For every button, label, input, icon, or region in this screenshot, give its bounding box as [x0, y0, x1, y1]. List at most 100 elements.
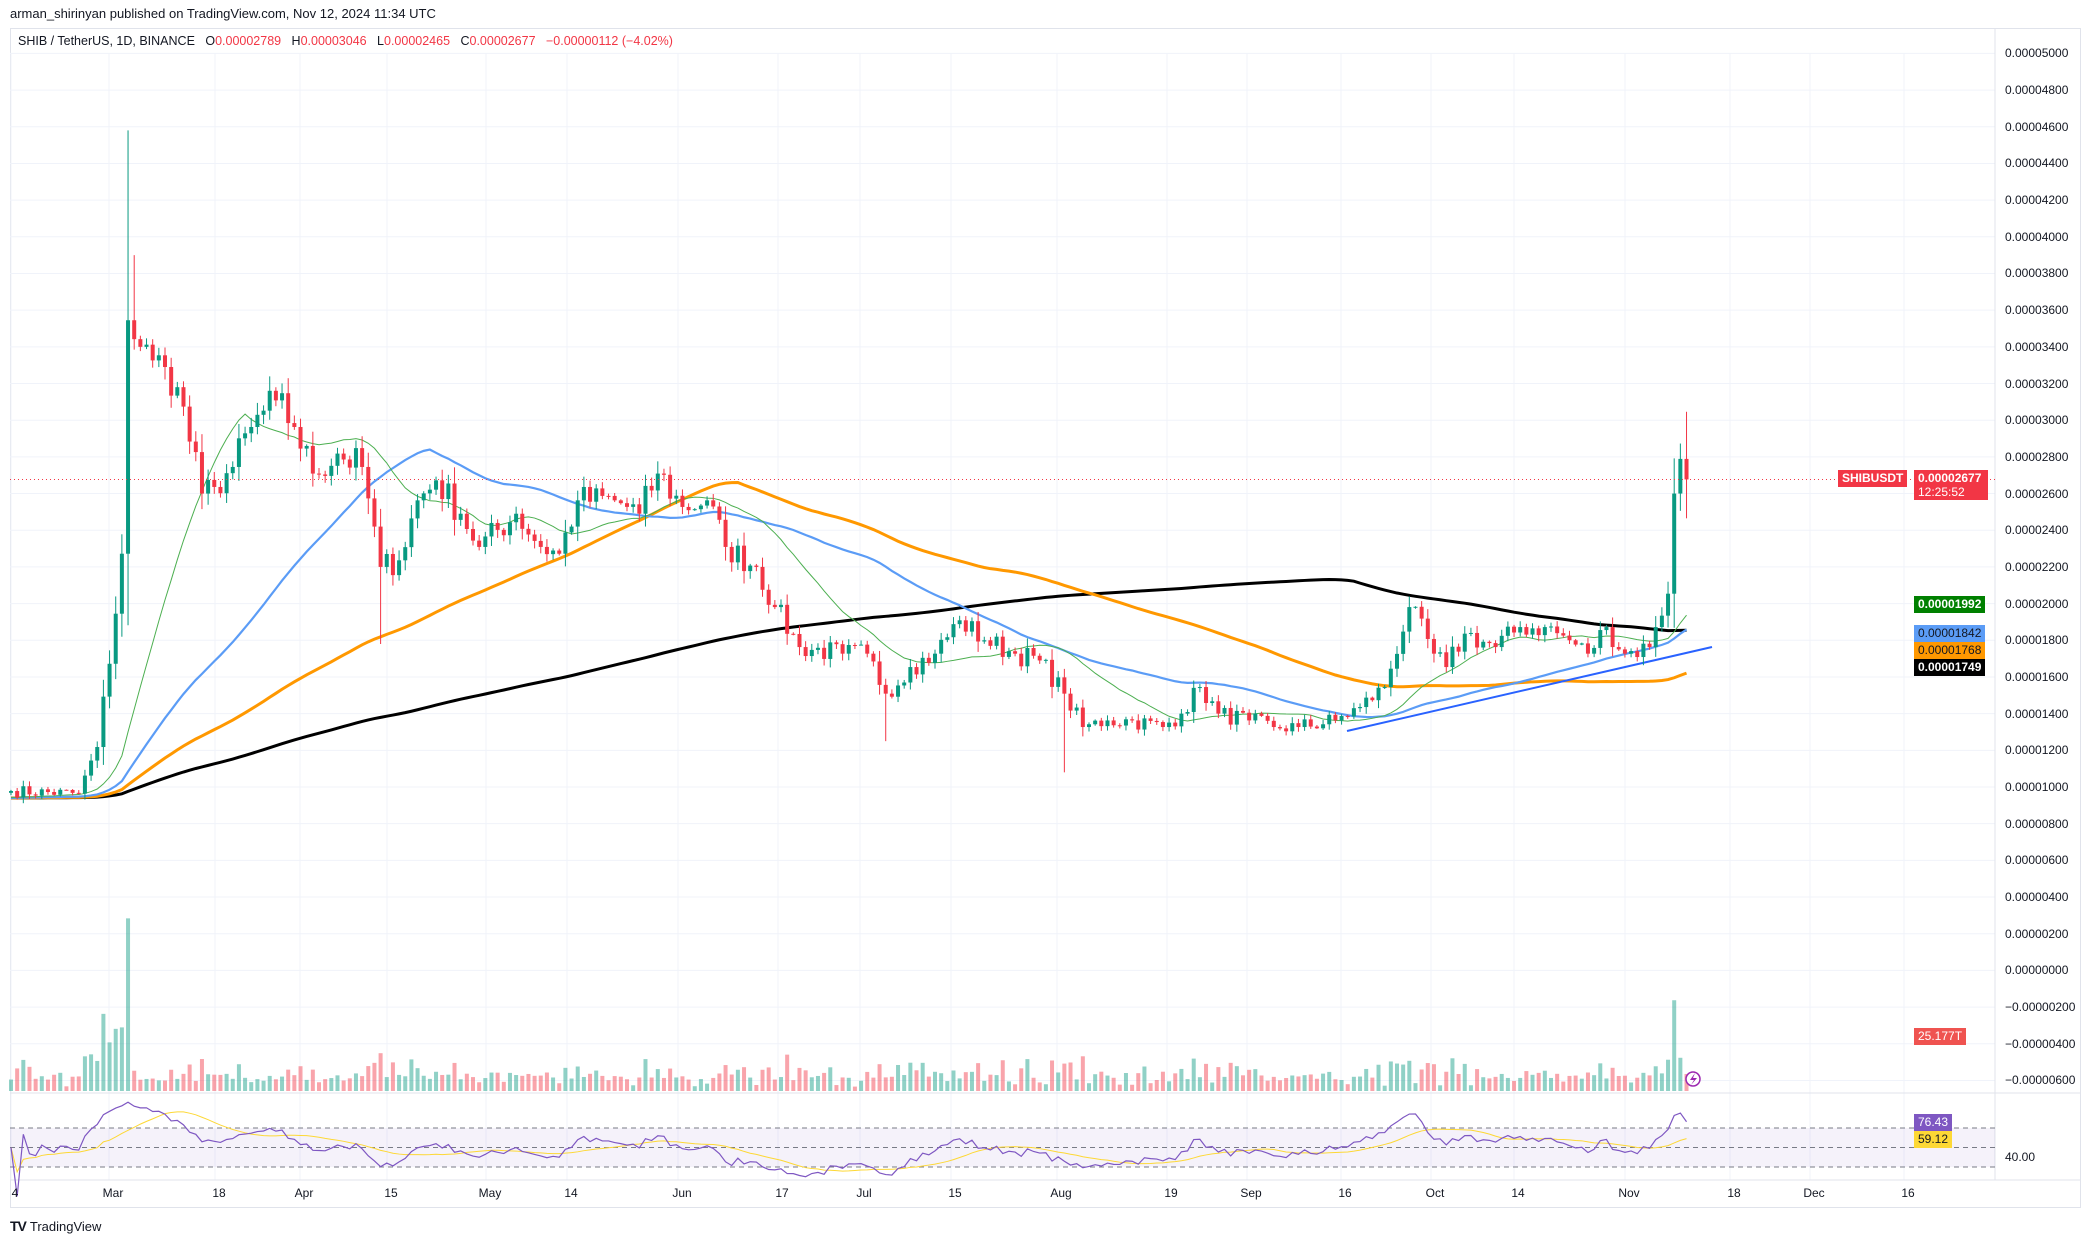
rsi-ma-line	[10, 1111, 1687, 1174]
volume-bar	[914, 1070, 919, 1091]
price-axis-label: 0.00001400	[2005, 706, 2069, 721]
price-axis-label: 0.00003000	[2005, 413, 2069, 428]
volume-bar	[581, 1076, 586, 1091]
candle-body	[976, 621, 981, 642]
volume-bar	[1117, 1084, 1122, 1091]
candle-body	[1456, 646, 1461, 652]
candle-body	[1647, 643, 1652, 648]
candle-body	[397, 560, 402, 576]
symbol-title[interactable]: SHIB / TetherUS, 1D, BINANCE	[18, 34, 195, 48]
volume-bar	[674, 1077, 679, 1091]
volume-bar	[230, 1078, 235, 1091]
candle-body	[1314, 726, 1319, 729]
volume-bar	[1333, 1079, 1338, 1091]
volume-bar	[551, 1077, 556, 1091]
candle-body	[360, 448, 365, 467]
volume-bar	[45, 1079, 50, 1091]
date-axis-label: 14	[564, 1186, 578, 1200]
candle-body	[335, 453, 340, 466]
price-axis-label: 0.00002600	[2005, 486, 2069, 501]
volume-bar	[1314, 1078, 1319, 1091]
candle-body	[1253, 713, 1258, 721]
volume-bar	[304, 1079, 309, 1091]
volume-bar	[618, 1076, 623, 1091]
candle-body	[452, 483, 457, 520]
candle-body	[218, 486, 223, 494]
volume-bar	[1370, 1077, 1375, 1091]
volume-bar	[1031, 1077, 1036, 1091]
tradingview-logo[interactable]: TV TradingView	[10, 1218, 101, 1234]
volume-bar	[243, 1077, 248, 1091]
volume-bar	[101, 1013, 106, 1091]
candle-body	[1499, 635, 1504, 648]
candle-body	[224, 473, 229, 494]
volume-bar	[1136, 1073, 1141, 1091]
volume-bar	[754, 1084, 759, 1091]
close-label: C	[460, 34, 470, 48]
candle-body	[852, 645, 857, 647]
ma20-tag: 0.00001992	[1914, 596, 1986, 613]
candle-body	[1549, 626, 1553, 628]
volume-bar	[532, 1075, 537, 1091]
candle-body	[1579, 643, 1584, 645]
candle-body	[95, 747, 100, 761]
candle-body	[1321, 724, 1326, 729]
candle-body	[243, 433, 248, 439]
price-axis-label: 0.00004200	[2005, 193, 2069, 208]
candle-body	[766, 589, 771, 605]
volume-bar	[1493, 1076, 1498, 1091]
candle-body	[723, 519, 728, 547]
candle-body	[846, 645, 851, 654]
candle-body	[588, 486, 593, 502]
volume-bar	[1573, 1075, 1578, 1091]
volume-bar	[409, 1059, 414, 1091]
volume-bar	[323, 1079, 328, 1091]
volume-bar	[335, 1075, 340, 1091]
candle-body	[304, 445, 309, 449]
footer-brand: TradingView	[29, 1218, 102, 1234]
volume-bar	[1641, 1072, 1646, 1091]
volume-bar	[600, 1075, 605, 1091]
candle-body	[877, 661, 882, 685]
ma50-tag: 0.00001842	[1914, 625, 1986, 642]
volume-bar	[575, 1066, 580, 1091]
volume-bar	[711, 1077, 716, 1091]
candle-body	[600, 488, 605, 496]
candle-body	[58, 789, 63, 795]
volume-bar	[846, 1077, 851, 1091]
open-value: 0.00002789	[215, 34, 282, 48]
candle-body	[1493, 643, 1498, 648]
volume-bar	[58, 1072, 63, 1091]
candle-body	[1358, 707, 1363, 709]
candle-body	[1401, 631, 1406, 654]
volume-bar	[544, 1072, 549, 1091]
candle-body	[427, 489, 432, 494]
volume-bar	[434, 1071, 439, 1091]
candle-body	[631, 504, 636, 507]
candle-body	[1487, 641, 1492, 644]
price-axis-label: 0.00003200	[2005, 376, 2069, 391]
volume-bar	[1062, 1063, 1067, 1091]
volume-bar	[1167, 1081, 1172, 1091]
volume-bar	[840, 1077, 845, 1091]
candle-body	[378, 526, 383, 567]
volume-bar	[249, 1082, 254, 1091]
candle-body	[1481, 641, 1486, 648]
price-axis-label: −0.00000400	[2005, 1036, 2076, 1051]
volume-bar	[1592, 1075, 1597, 1091]
volume-bar	[415, 1068, 420, 1091]
volume-bar	[963, 1072, 968, 1091]
volume-bar	[945, 1081, 950, 1091]
candle-body	[896, 685, 901, 697]
candle-body	[1524, 627, 1529, 635]
volume-bar	[372, 1062, 377, 1091]
candle-body	[1037, 655, 1042, 661]
volume-bar	[458, 1079, 463, 1091]
price-axis-label: 0.00003600	[2005, 303, 2069, 318]
candle-body	[1241, 710, 1245, 713]
candle-body	[1653, 627, 1658, 648]
candle-body	[1585, 643, 1590, 654]
volume-bar	[1271, 1076, 1276, 1091]
date-axis-label: Mar	[102, 1186, 124, 1200]
